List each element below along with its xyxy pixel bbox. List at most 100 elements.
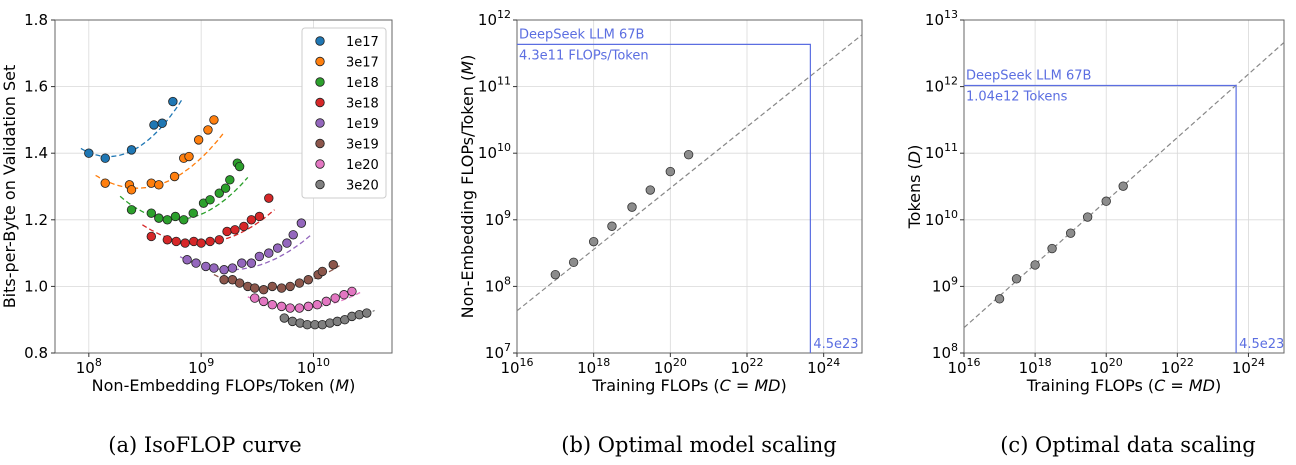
data-point-3e17 xyxy=(203,125,213,135)
y-tick-label: 1010 xyxy=(925,208,958,229)
x-tick-label: 109 xyxy=(188,356,214,377)
data-point-3e20 xyxy=(279,313,290,323)
y-tick-label: 1012 xyxy=(925,75,958,96)
data-point xyxy=(1011,274,1022,284)
data-point-1e19 xyxy=(201,261,211,272)
data-point-3e18 xyxy=(239,221,249,232)
data-point-3e18 xyxy=(196,238,206,248)
legend-label: 3e20 xyxy=(346,179,379,194)
y-tick-label: 1011 xyxy=(478,75,511,96)
legend-marker xyxy=(315,56,325,67)
data-point-1e19 xyxy=(254,251,265,262)
x-tick-label: 1022 xyxy=(730,356,763,377)
data-point-1e20 xyxy=(330,293,340,303)
data-point-3e17 xyxy=(169,171,180,182)
data-point xyxy=(683,149,694,160)
legend-label: 1e18 xyxy=(346,76,379,91)
data-point-1e17 xyxy=(149,120,159,130)
highlight-x-label: 4.5e23 xyxy=(813,337,858,352)
y-tick-label: 1.2 xyxy=(24,211,48,229)
data-point-1e17 xyxy=(100,153,110,163)
data-point-3e19 xyxy=(285,281,295,292)
data-point xyxy=(568,257,579,268)
y-tick-label: 1012 xyxy=(478,8,511,29)
data-point-1e18 xyxy=(214,188,224,198)
plot-frame xyxy=(54,19,393,354)
data-point-1e19 xyxy=(219,265,229,275)
data-point-3e19 xyxy=(250,283,260,293)
legend-label: 3e17 xyxy=(346,56,379,71)
y-tick-label: 108 xyxy=(932,341,958,362)
x-tick-label: 1018 xyxy=(1019,356,1052,377)
panel-caption: (a) IsoFLOP curve xyxy=(108,433,301,457)
data-point-1e18 xyxy=(205,195,215,205)
data-point-1e17 xyxy=(126,145,137,155)
data-point-1e19 xyxy=(246,258,257,268)
data-point-3e20 xyxy=(317,319,328,330)
data-point-3e19 xyxy=(234,278,245,288)
data-point-1e19 xyxy=(182,255,192,265)
data-point-3e19 xyxy=(294,278,305,288)
data-point-3e19 xyxy=(317,266,328,277)
data-point-1e18 xyxy=(220,183,231,193)
data-point-3e19 xyxy=(303,275,314,285)
data-point xyxy=(1030,260,1040,270)
y-tick-label: 1013 xyxy=(925,8,958,29)
data-point xyxy=(627,202,637,212)
data-point-3e18 xyxy=(162,235,173,245)
data-point-3e17 xyxy=(126,185,137,195)
x-axis-label: Training FLOPs (C = MD) xyxy=(591,376,787,395)
data-point-1e20 xyxy=(294,303,305,313)
data-point xyxy=(994,294,1005,304)
panel-caption: (b) Optimal model scaling xyxy=(561,433,836,457)
legend-marker xyxy=(315,179,325,190)
x-tick-label: 1020 xyxy=(1090,356,1123,377)
data-point xyxy=(665,166,676,177)
data-point xyxy=(1118,181,1128,191)
data-point-1e20 xyxy=(303,301,314,312)
data-point-1e19 xyxy=(282,238,292,248)
x-tick-label: 108 xyxy=(76,356,102,377)
y-tick-label: 107 xyxy=(485,341,511,362)
legend-marker xyxy=(315,118,325,128)
data-point-3e20 xyxy=(362,308,372,318)
data-point-1e20 xyxy=(321,296,331,307)
data-point-3e17 xyxy=(193,135,204,145)
panel-isoflop: 108 109 1010 0.8 1.0 1.2 1.4 1.6 1.8 Non-Embeddin… xyxy=(0,11,393,395)
y-tick-label: 1010 xyxy=(478,141,511,162)
data-point-3e19 xyxy=(328,260,338,270)
y-tick-label: 1.0 xyxy=(24,277,48,295)
data-point-1e17 xyxy=(157,118,167,128)
data-point-3e18 xyxy=(254,211,265,222)
data-point-1e19 xyxy=(288,230,298,240)
y-tick-label: 1.4 xyxy=(24,144,48,162)
data-point-1e18 xyxy=(146,208,157,218)
highlight-name-label: DeepSeek LLM 67B xyxy=(966,68,1091,83)
data-point-3e18 xyxy=(146,231,157,242)
panel-model-scaling: 1016 1018 1020 1022 1024 107 108 109 1010 1011 101… xyxy=(458,8,863,395)
legend-box xyxy=(301,27,387,199)
y-tick-label: 109 xyxy=(485,208,511,229)
data-point-3e19 xyxy=(267,281,278,292)
data-point-3e20 xyxy=(287,316,298,327)
panel-caption: (c) Optimal data scaling xyxy=(1000,433,1256,457)
fit-curve-1e18 xyxy=(119,176,249,221)
data-point-3e19 xyxy=(219,275,229,285)
legend-marker xyxy=(315,97,325,108)
data-point-1e18 xyxy=(126,205,137,215)
plot-frame xyxy=(516,19,863,354)
legend-label: 3e19 xyxy=(346,138,379,153)
data-point xyxy=(1047,243,1057,254)
data-point-3e17 xyxy=(146,178,157,188)
data-point xyxy=(1101,196,1111,206)
data-point-1e18 xyxy=(154,213,164,223)
data-point-1e20 xyxy=(347,286,357,297)
y-tick-label: 109 xyxy=(932,274,958,295)
x-tick-label: 1024 xyxy=(1232,356,1265,377)
data-point-1e20 xyxy=(339,290,349,300)
x-tick-label: 1016 xyxy=(500,356,533,377)
legend-label: 1e20 xyxy=(346,158,379,173)
data-point xyxy=(1065,228,1076,238)
data-point xyxy=(645,185,655,195)
